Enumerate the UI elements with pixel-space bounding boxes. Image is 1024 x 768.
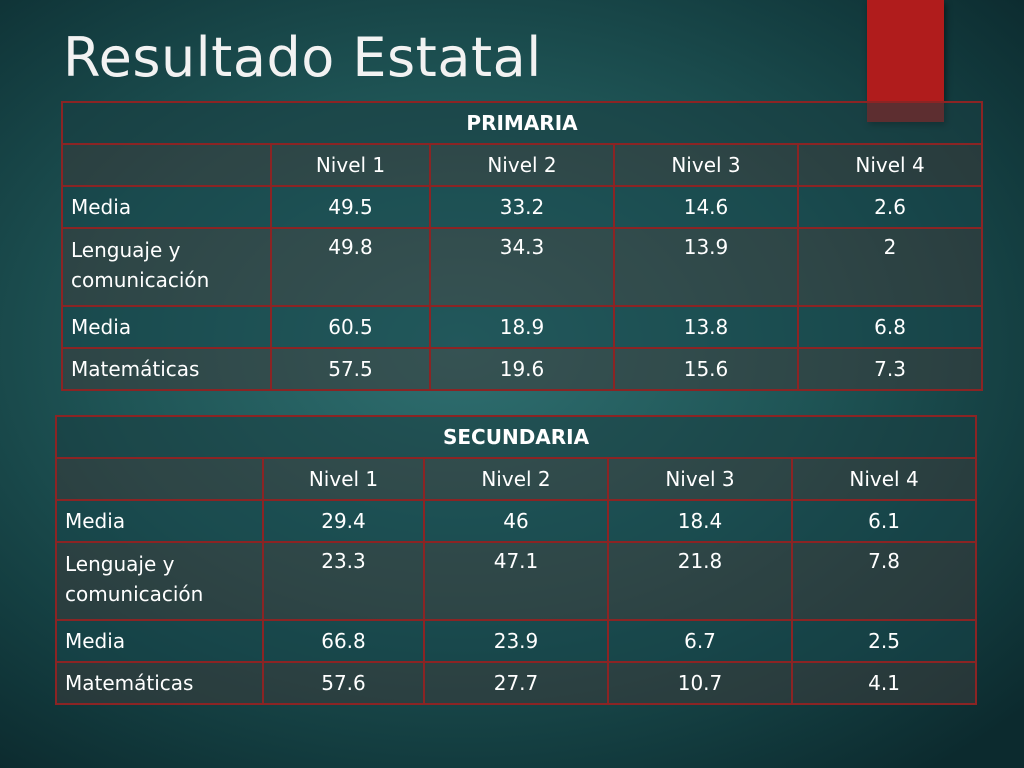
level-header-3: Nivel 3 bbox=[613, 143, 799, 187]
value-cell: 47.1 bbox=[423, 541, 609, 621]
level-header-4: Nivel 4 bbox=[790, 457, 978, 501]
table-row: Lenguaje y comunicación 23.3 47.1 21.8 7… bbox=[55, 541, 978, 621]
value-cell: 18.9 bbox=[429, 305, 615, 349]
value-cell: 33.2 bbox=[429, 185, 615, 229]
level-header-1: Nivel 1 bbox=[262, 457, 425, 501]
value-cell: 57.5 bbox=[270, 347, 431, 391]
value-cell: 10.7 bbox=[607, 661, 793, 705]
value-cell: 2.6 bbox=[796, 185, 984, 229]
secundaria-title: SECUNDARIA bbox=[54, 415, 978, 459]
table-row: Media 60.5 18.9 13.8 6.8 bbox=[61, 305, 984, 349]
row-label: Matemáticas bbox=[61, 347, 272, 391]
slide-title: Resultado Estatal bbox=[63, 26, 542, 89]
value-cell: 14.6 bbox=[613, 185, 799, 229]
value-cell: 66.8 bbox=[262, 619, 425, 663]
value-cell: 13.9 bbox=[613, 227, 799, 307]
value-cell: 23.9 bbox=[423, 619, 609, 663]
row-label: Media bbox=[55, 499, 264, 543]
value-cell: 34.3 bbox=[429, 227, 615, 307]
value-cell: 19.6 bbox=[429, 347, 615, 391]
level-header-2: Nivel 2 bbox=[429, 143, 615, 187]
table-row: Media 29.4 46 18.4 6.1 bbox=[55, 499, 978, 543]
value-cell: 23.3 bbox=[262, 541, 425, 621]
level-header-row: Nivel 1 Nivel 2 Nivel 3 Nivel 4 bbox=[55, 457, 978, 501]
table-row: Matemáticas 57.5 19.6 15.6 7.3 bbox=[61, 347, 984, 391]
table-title-row: SECUNDARIA bbox=[54, 415, 978, 459]
value-cell: 7.3 bbox=[796, 347, 984, 391]
value-cell: 57.6 bbox=[262, 661, 425, 705]
level-header-4: Nivel 4 bbox=[796, 143, 984, 187]
table-row: Media 66.8 23.9 6.7 2.5 bbox=[55, 619, 978, 663]
value-cell: 4.1 bbox=[790, 661, 978, 705]
value-cell: 18.4 bbox=[607, 499, 793, 543]
table-row: Lenguaje y comunicación 49.8 34.3 13.9 2 bbox=[61, 227, 984, 307]
row-label: Matemáticas bbox=[55, 661, 264, 705]
value-cell: 6.8 bbox=[796, 305, 984, 349]
value-cell: 49.8 bbox=[270, 227, 431, 307]
value-cell: 6.1 bbox=[790, 499, 978, 543]
row-label: Lenguaje y comunicación bbox=[55, 541, 264, 621]
table-title-row: PRIMARIA bbox=[60, 101, 984, 145]
value-cell: 2.5 bbox=[790, 619, 978, 663]
value-cell: 13.8 bbox=[613, 305, 799, 349]
row-label: Media bbox=[61, 305, 272, 349]
table-row: Media 49.5 33.2 14.6 2.6 bbox=[61, 185, 984, 229]
row-label: Media bbox=[55, 619, 264, 663]
value-cell: 7.8 bbox=[790, 541, 978, 621]
primaria-table: PRIMARIA Nivel 1 Nivel 2 Nivel 3 Nivel 4… bbox=[60, 101, 984, 391]
level-header-3: Nivel 3 bbox=[607, 457, 793, 501]
secundaria-table: SECUNDARIA Nivel 1 Nivel 2 Nivel 3 Nivel… bbox=[54, 415, 978, 705]
value-cell: 46 bbox=[423, 499, 609, 543]
value-cell: 60.5 bbox=[270, 305, 431, 349]
table-row: Matemáticas 57.6 27.7 10.7 4.1 bbox=[55, 661, 978, 705]
level-header-row: Nivel 1 Nivel 2 Nivel 3 Nivel 4 bbox=[61, 143, 984, 187]
value-cell: 49.5 bbox=[270, 185, 431, 229]
row-label: Lenguaje y comunicación bbox=[61, 227, 272, 307]
empty-header-cell bbox=[61, 143, 272, 187]
value-cell: 6.7 bbox=[607, 619, 793, 663]
level-header-1: Nivel 1 bbox=[270, 143, 431, 187]
primaria-title: PRIMARIA bbox=[60, 101, 984, 145]
level-header-2: Nivel 2 bbox=[423, 457, 609, 501]
value-cell: 15.6 bbox=[613, 347, 799, 391]
value-cell: 29.4 bbox=[262, 499, 425, 543]
value-cell: 2 bbox=[796, 227, 984, 307]
value-cell: 21.8 bbox=[607, 541, 793, 621]
empty-header-cell bbox=[55, 457, 264, 501]
row-label: Media bbox=[61, 185, 272, 229]
value-cell: 27.7 bbox=[423, 661, 609, 705]
